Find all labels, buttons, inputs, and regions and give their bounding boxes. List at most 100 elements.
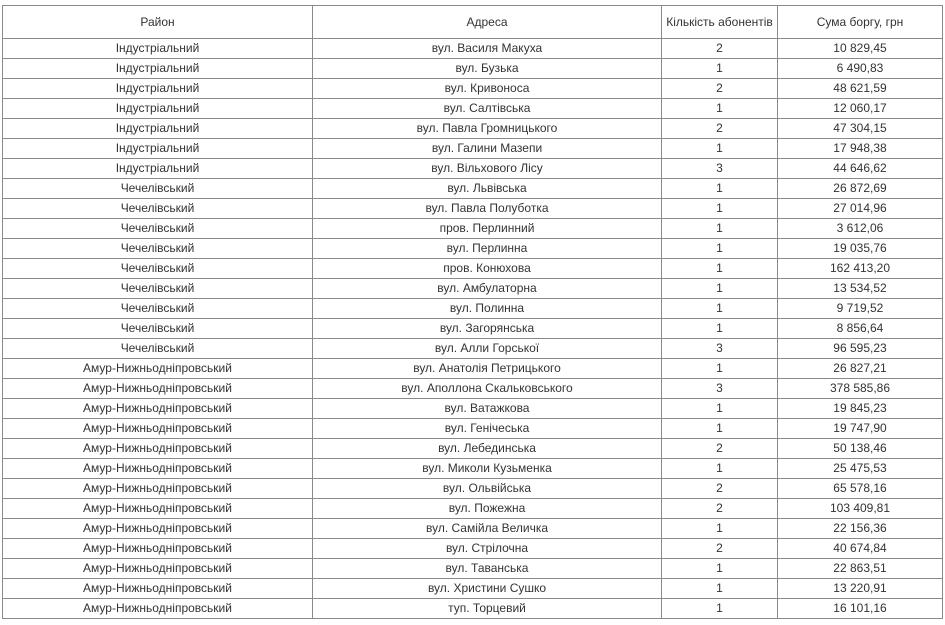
header-subscribers: Кількість абонентів [661,5,778,39]
subscribers-cell: 1 [661,318,778,339]
address-cell: вул. Загорянська [312,318,662,339]
header-debt: Сума боргу, грн [777,5,943,39]
district-cell: Чечелівський [2,218,313,239]
district-cell: Індустріальний [2,138,313,159]
district-cell: Чечелівський [2,178,313,199]
district-cell: Амур-Нижньодніпровський [2,498,313,519]
table-row: Індустріальний вул. Павла Громницького 2 47… [2,118,943,139]
address-cell: вул. Ольвійська [312,478,662,499]
debt-cell: 12 060,17 [777,98,943,119]
subscribers-cell: 1 [661,418,778,439]
subscribers-cell: 1 [661,198,778,219]
subscribers-cell: 3 [661,338,778,359]
address-cell: пров. Перлинний [312,218,662,239]
district-cell: Амур-Нижньодніпровський [2,458,313,479]
header-district: Район [2,5,313,39]
subscribers-cell: 3 [661,378,778,399]
table-row: Амур-Нижньодніпровський вул. Генічеська 1 1… [2,418,943,439]
district-cell: Амур-Нижньодніпровський [2,358,313,379]
subscribers-cell: 2 [661,478,778,499]
district-cell: Амур-Нижньодніпровський [2,558,313,579]
address-cell: вул. Вільхового Лісу [312,158,662,179]
district-cell: Чечелівський [2,238,313,259]
subscribers-cell: 1 [661,398,778,419]
address-cell: вул. Павла Громницького [312,118,662,139]
debt-cell: 65 578,16 [777,478,943,499]
debt-cell: 16 101,16 [777,598,943,619]
district-cell: Індустріальний [2,158,313,179]
district-cell: Чечелівський [2,318,313,339]
address-cell: вул. Генічеська [312,418,662,439]
subscribers-cell: 1 [661,238,778,259]
debt-cell: 103 409,81 [777,498,943,519]
district-cell: Амур-Нижньодніпровський [2,578,313,599]
debt-cell: 26 827,21 [777,358,943,379]
debt-cell: 48 621,59 [777,78,943,99]
address-cell: вул. Пожежна [312,498,662,519]
table-row: Чечелівський вул. Алли Горської 3 96 595,23 [2,338,943,359]
address-cell: вул. Галини Мазепи [312,138,662,159]
district-cell: Амур-Нижньодніпровський [2,538,313,559]
debt-cell: 44 646,62 [777,158,943,179]
address-cell: вул. Павла Полуботка [312,198,662,219]
district-cell: Чечелівський [2,258,313,279]
debt-cell: 6 490,83 [777,58,943,79]
district-cell: Чечелівський [2,278,313,299]
district-cell: Амур-Нижньодніпровський [2,518,313,539]
table-row: Амур-Нижньодніпровський вул. Христини Суш… [2,578,943,599]
debt-cell: 47 304,15 [777,118,943,139]
subscribers-cell: 2 [661,538,778,559]
subscribers-cell: 1 [661,278,778,299]
debt-table: Район Адреса Кількість абонентів Сума бо… [2,5,943,619]
address-cell: вул. Салтівська [312,98,662,119]
district-cell: Амур-Нижньодніпровський [2,598,313,619]
debt-cell: 19 845,23 [777,398,943,419]
address-cell: вул. Анатолія Петрицького [312,358,662,379]
table-row: Амур-Нижньодніпровський вул. Ватажкова 1 19… [2,398,943,419]
debt-cell: 9 719,52 [777,298,943,319]
address-cell: вул. Самійла Величка [312,518,662,539]
table-row: Індустріальний вул. Вільхового Лісу 3 44 64… [2,158,943,179]
table-row: Амур-Нижньодніпровський вул. Стрілочна 2 40… [2,538,943,559]
address-cell: туп. Торцевий [312,598,662,619]
subscribers-cell: 1 [661,358,778,379]
district-cell: Чечелівський [2,198,313,219]
subscribers-cell: 1 [661,218,778,239]
address-cell: вул. Василя Макуха [312,38,662,59]
table-row: Амур-Нижньодніпровський вул. Пожежна 2 103 … [2,498,943,519]
table-row: Амур-Нижньодніпровський вул. Таванська 1 22… [2,558,943,579]
address-cell: вул. Миколи Кузьменка [312,458,662,479]
address-cell: вул. Бузька [312,58,662,79]
district-cell: Амур-Нижньодніпровський [2,378,313,399]
debt-cell: 8 856,64 [777,318,943,339]
subscribers-cell: 1 [661,98,778,119]
subscribers-cell: 2 [661,438,778,459]
district-cell: Чечелівський [2,338,313,359]
debt-cell: 27 014,96 [777,198,943,219]
debt-cell: 22 863,51 [777,558,943,579]
address-cell: вул. Таванська [312,558,662,579]
subscribers-cell: 1 [661,458,778,479]
subscribers-cell: 1 [661,258,778,279]
subscribers-cell: 2 [661,78,778,99]
district-cell: Індустріальний [2,58,313,79]
address-cell: вул. Лебединська [312,438,662,459]
table-row: Амур-Нижньодніпровський вул. Ольвійська 2 6… [2,478,943,499]
address-cell: вул. Львівська [312,178,662,199]
address-cell: вул. Кривоноса [312,78,662,99]
address-cell: вул. Полинна [312,298,662,319]
header-address: Адреса [312,5,662,39]
debt-cell: 40 674,84 [777,538,943,559]
subscribers-cell: 1 [661,598,778,619]
address-cell: вул. Амбулаторна [312,278,662,299]
subscribers-cell: 1 [661,578,778,599]
table-row: Індустріальний вул. Салтівська 1 12 060,17 [2,98,943,119]
debt-cell: 13 534,52 [777,278,943,299]
debt-cell: 3 612,06 [777,218,943,239]
district-cell: Амур-Нижньодніпровський [2,398,313,419]
debt-cell: 378 585,86 [777,378,943,399]
subscribers-cell: 1 [661,558,778,579]
table-row: Амур-Нижньодніпровський вул. Лебединська 2… [2,438,943,459]
district-cell: Індустріальний [2,38,313,59]
debt-cell: 162 413,20 [777,258,943,279]
